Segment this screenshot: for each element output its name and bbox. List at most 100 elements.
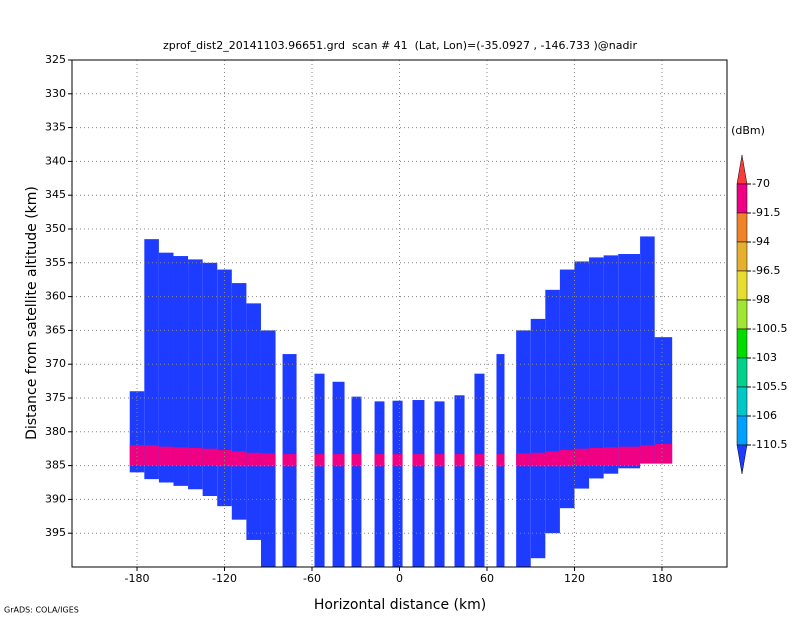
echo-column bbox=[231, 283, 247, 520]
echo-column bbox=[530, 318, 546, 559]
colorbar-segment bbox=[736, 212, 748, 243]
surface-layer bbox=[545, 451, 560, 467]
surface-layer bbox=[516, 453, 531, 467]
surface-layer bbox=[202, 448, 218, 466]
surface-layer bbox=[412, 454, 425, 467]
surface-layer bbox=[144, 445, 159, 466]
echo-column bbox=[374, 401, 385, 567]
surface-layer bbox=[173, 447, 189, 466]
y-tick-label: 395 bbox=[45, 526, 66, 539]
colorbar-arrow bbox=[736, 154, 748, 185]
surface-layer bbox=[434, 454, 445, 467]
colorbar-label: -94 bbox=[752, 235, 770, 248]
surface-layer bbox=[474, 454, 485, 467]
y-tick-label: 365 bbox=[45, 323, 66, 336]
surface-layer bbox=[217, 450, 232, 467]
plot-frame bbox=[71, 59, 728, 568]
surface-layer bbox=[574, 448, 590, 466]
surface-layer bbox=[246, 452, 261, 467]
x-tick-label: -180 bbox=[125, 572, 150, 585]
y-tick-label: 390 bbox=[45, 492, 66, 505]
x-tick-label: 60 bbox=[480, 572, 494, 585]
echo-column bbox=[173, 256, 189, 486]
echo-column bbox=[392, 400, 403, 567]
colorbar-label: -70 bbox=[752, 177, 770, 190]
surface-layer bbox=[314, 454, 325, 467]
surface-layer bbox=[351, 454, 362, 467]
colorbar-segment bbox=[736, 357, 748, 388]
x-tick-label: 180 bbox=[651, 572, 672, 585]
x-tick-label: 0 bbox=[396, 572, 403, 585]
echo-column bbox=[574, 261, 590, 489]
chart-title: zprof_dist2_20141103.96651.grd scan # 41… bbox=[163, 39, 638, 52]
echo-column bbox=[603, 255, 619, 474]
colorbar-label: -100.5 bbox=[752, 322, 787, 335]
colorbar-label: -110.5 bbox=[752, 438, 787, 451]
surface-layer bbox=[454, 454, 465, 467]
colorbar-label: -103 bbox=[752, 351, 777, 364]
echo-column bbox=[351, 396, 362, 567]
x-tick-label: 120 bbox=[564, 572, 585, 585]
x-tick-label: -120 bbox=[212, 572, 237, 585]
surface-layer bbox=[129, 445, 145, 466]
colorbar-segment bbox=[736, 386, 748, 417]
colorbar-label: -105.5 bbox=[752, 380, 787, 393]
y-tick-label: 355 bbox=[45, 256, 66, 269]
surface-layer bbox=[589, 448, 604, 466]
y-axis-label: Distance from satellite altitude (km) bbox=[24, 186, 40, 440]
echo-column bbox=[412, 400, 425, 567]
surface-layer bbox=[530, 452, 546, 467]
y-tick-label: 340 bbox=[45, 154, 66, 167]
echo-column bbox=[618, 254, 641, 469]
surface-layer bbox=[231, 451, 247, 467]
y-tick-label: 335 bbox=[45, 121, 66, 134]
echo-column bbox=[434, 401, 445, 567]
surface-layer bbox=[260, 453, 276, 467]
colorbar-label: -98 bbox=[752, 293, 770, 306]
y-tick-label: 345 bbox=[45, 188, 66, 201]
colorbar-segment bbox=[736, 299, 748, 330]
echo-column bbox=[246, 303, 261, 540]
echo-column bbox=[589, 257, 604, 479]
echo-column bbox=[260, 330, 276, 567]
echo-column bbox=[202, 262, 218, 497]
surface-layer bbox=[158, 446, 174, 466]
echo-column bbox=[188, 259, 203, 490]
echo-column bbox=[545, 289, 560, 534]
surface-layer bbox=[188, 448, 203, 466]
colorbar-segment bbox=[736, 241, 748, 272]
y-tick-label: 360 bbox=[45, 290, 66, 303]
surface-layer bbox=[392, 454, 403, 467]
colorbar-arrow bbox=[736, 444, 748, 475]
echo-column bbox=[516, 330, 531, 567]
surface-layer bbox=[332, 454, 345, 467]
colorbar-label: -96.5 bbox=[752, 264, 780, 277]
colorbar-label: -106 bbox=[752, 409, 777, 422]
colorbar-label: -91.5 bbox=[752, 206, 780, 219]
surface-layer bbox=[496, 454, 505, 467]
echo-column bbox=[454, 395, 465, 567]
x-axis-label: Horizontal distance (km) bbox=[314, 597, 486, 613]
y-tick-label: 370 bbox=[45, 357, 66, 370]
colorbar-segment bbox=[736, 328, 748, 359]
echo-column bbox=[158, 252, 174, 483]
surface-layer bbox=[640, 445, 655, 464]
colorbar-segment bbox=[736, 270, 748, 301]
x-tick-label: -60 bbox=[303, 572, 321, 585]
y-tick-label: 325 bbox=[45, 53, 66, 66]
surface-layer bbox=[374, 454, 385, 467]
echo-column bbox=[332, 381, 345, 567]
echo-column bbox=[217, 269, 232, 507]
y-tick-label: 385 bbox=[45, 459, 66, 472]
y-tick-label: 330 bbox=[45, 87, 66, 100]
surface-layer bbox=[603, 447, 619, 466]
echo-column bbox=[640, 236, 655, 464]
surface-layer bbox=[559, 450, 575, 467]
y-tick-label: 375 bbox=[45, 391, 66, 404]
colorbar-label: (dBm) bbox=[731, 124, 765, 137]
surface-layer bbox=[654, 443, 673, 464]
footer: GrADS: COLA/IGES bbox=[4, 606, 79, 615]
echo-column bbox=[654, 337, 673, 464]
echo-column bbox=[144, 239, 159, 480]
